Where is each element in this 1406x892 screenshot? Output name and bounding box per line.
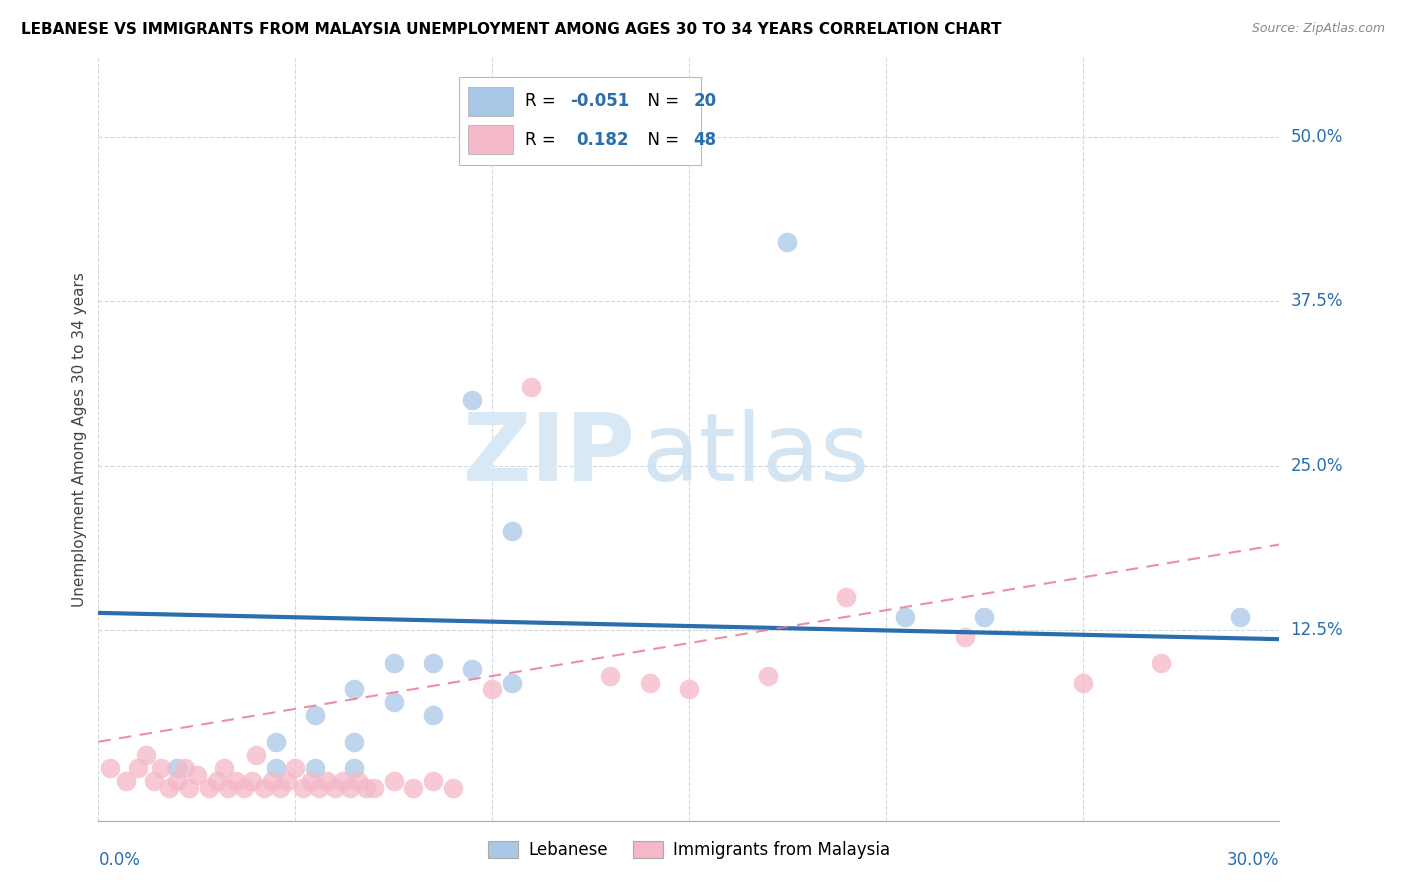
Point — [217, 780, 239, 795]
Point — [304, 761, 326, 775]
Point — [599, 669, 621, 683]
Point — [240, 774, 263, 789]
Point — [520, 380, 543, 394]
Point — [363, 780, 385, 795]
Text: 50.0%: 50.0% — [1291, 128, 1343, 146]
Text: 12.5%: 12.5% — [1291, 621, 1343, 639]
Point — [323, 780, 346, 795]
Text: 48: 48 — [693, 130, 717, 149]
Point — [186, 767, 208, 781]
Point — [269, 780, 291, 795]
Text: 20: 20 — [693, 93, 717, 111]
Point — [157, 780, 180, 795]
Point — [501, 524, 523, 539]
Text: 0.182: 0.182 — [576, 130, 630, 149]
FancyBboxPatch shape — [458, 77, 700, 165]
Point — [382, 774, 405, 789]
Point — [233, 780, 256, 795]
Point — [166, 761, 188, 775]
Point — [461, 392, 484, 407]
Point — [299, 774, 322, 789]
Text: N =: N = — [637, 130, 685, 149]
Text: 37.5%: 37.5% — [1291, 293, 1343, 310]
Point — [150, 761, 173, 775]
Point — [402, 780, 425, 795]
Point — [197, 780, 219, 795]
Point — [142, 774, 165, 789]
Point — [264, 761, 287, 775]
Text: LEBANESE VS IMMIGRANTS FROM MALAYSIA UNEMPLOYMENT AMONG AGES 30 TO 34 YEARS CORR: LEBANESE VS IMMIGRANTS FROM MALAYSIA UNE… — [21, 22, 1001, 37]
Text: Source: ZipAtlas.com: Source: ZipAtlas.com — [1251, 22, 1385, 36]
Point — [276, 774, 298, 789]
Point — [953, 630, 976, 644]
Text: ZIP: ZIP — [463, 409, 636, 500]
Point — [461, 662, 484, 676]
Point — [1150, 656, 1173, 670]
Point — [354, 780, 377, 795]
Point — [225, 774, 247, 789]
Point — [422, 656, 444, 670]
Text: N =: N = — [637, 93, 685, 111]
Point — [441, 780, 464, 795]
Text: 25.0%: 25.0% — [1291, 457, 1343, 475]
Point — [481, 682, 503, 697]
Point — [308, 780, 330, 795]
Point — [174, 761, 197, 775]
Point — [678, 682, 700, 697]
Point — [347, 774, 370, 789]
Point — [973, 610, 995, 624]
Point — [292, 780, 315, 795]
Point — [638, 675, 661, 690]
Point — [205, 774, 228, 789]
Y-axis label: Unemployment Among Ages 30 to 34 years: Unemployment Among Ages 30 to 34 years — [72, 272, 87, 607]
Point — [332, 774, 354, 789]
Point — [343, 735, 366, 749]
Point — [115, 774, 138, 789]
Point — [339, 780, 361, 795]
Text: -0.051: -0.051 — [569, 93, 628, 111]
Point — [214, 761, 236, 775]
Point — [304, 708, 326, 723]
Text: 0.0%: 0.0% — [98, 851, 141, 869]
Point — [135, 747, 157, 762]
Text: R =: R = — [524, 93, 561, 111]
Text: atlas: atlas — [641, 409, 870, 500]
Point — [776, 235, 799, 249]
Point — [177, 780, 200, 795]
Point — [284, 761, 307, 775]
Point — [253, 780, 276, 795]
Bar — [468, 125, 513, 154]
Text: 30.0%: 30.0% — [1227, 851, 1279, 869]
Point — [260, 774, 283, 789]
Point — [264, 735, 287, 749]
Point — [127, 761, 149, 775]
Point — [756, 669, 779, 683]
Point — [501, 675, 523, 690]
Point — [835, 590, 858, 604]
Point — [1071, 675, 1094, 690]
Point — [382, 656, 405, 670]
Point — [343, 682, 366, 697]
Text: R =: R = — [524, 130, 567, 149]
Point — [422, 708, 444, 723]
Point — [98, 761, 121, 775]
Point — [422, 774, 444, 789]
Point — [343, 761, 366, 775]
Bar — [468, 87, 513, 116]
Point — [894, 610, 917, 624]
Legend: Lebanese, Immigrants from Malaysia: Lebanese, Immigrants from Malaysia — [481, 834, 897, 866]
Point — [245, 747, 267, 762]
Point — [382, 695, 405, 709]
Point — [315, 774, 337, 789]
Point — [166, 774, 188, 789]
Point — [1229, 610, 1251, 624]
